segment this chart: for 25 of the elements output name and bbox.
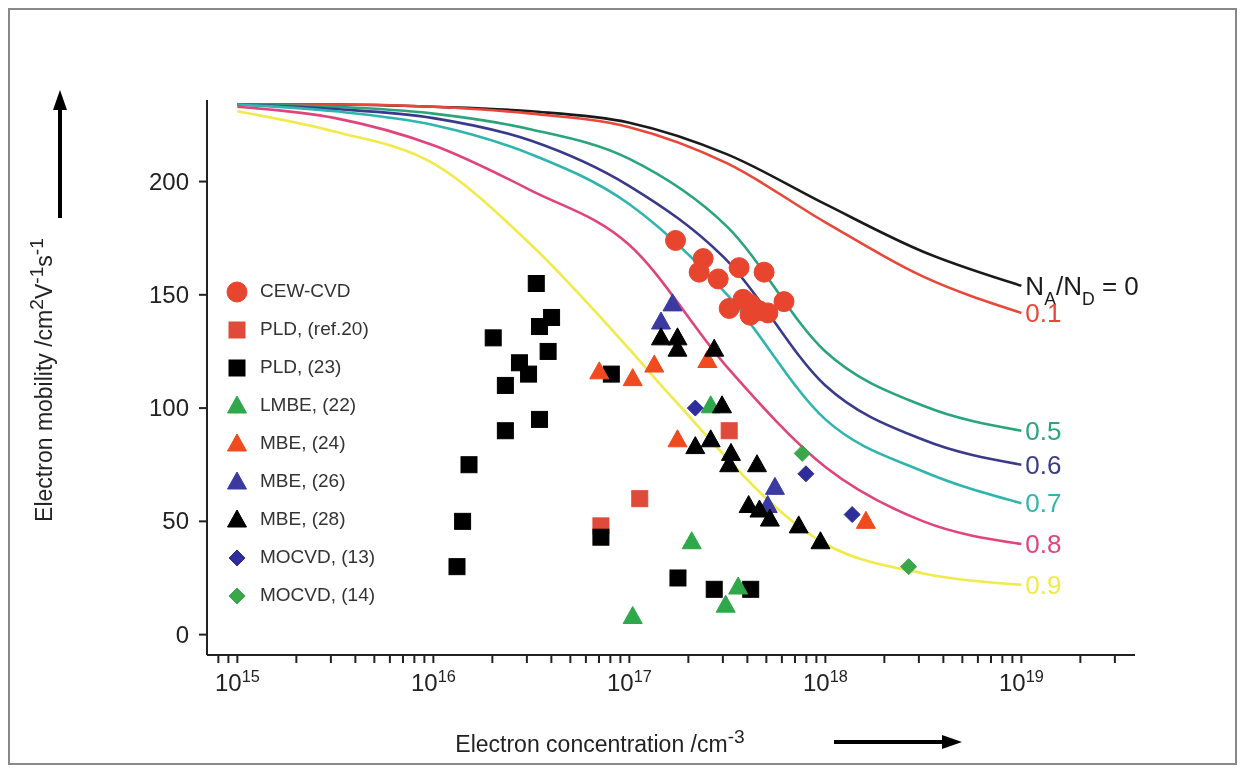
y-tick-label: 150 (148, 280, 189, 308)
x-tick-label: 10$^{16}$ (410, 667, 456, 696)
legend-label: LMBE, (22) (260, 394, 357, 416)
series-label: 0.8 (1025, 529, 1062, 559)
series-label: 0.7 (1025, 488, 1062, 519)
x-tick-label: 10$^{19}$ (998, 667, 1044, 696)
legend-label: MBE, (24) (260, 432, 346, 454)
x-tick-label: 10$^{17}$ (606, 667, 652, 696)
legend-label: CEW-CVD (260, 280, 351, 302)
legend-label: PLD, (ref.20) (260, 318, 369, 340)
legend-label: PLD, (23) (260, 356, 342, 378)
legend-label: MOCVD, (13) (260, 546, 376, 568)
series-label: 0.6 (1025, 449, 1062, 480)
y-tick-label: 200 (148, 167, 189, 195)
series-label: 0.9 (1025, 569, 1062, 600)
x-tick-label: 10$^{15}$ (214, 667, 260, 696)
x-axis-title: Electron concentration /cm$^{-3}$ (455, 726, 745, 758)
y-tick-label: 0 (175, 620, 189, 648)
y-tick-label: 50 (162, 507, 189, 535)
y-tick-label: 100 (148, 394, 189, 422)
legend-label: MBE, (28) (260, 508, 346, 530)
series-label: 0.5 (1025, 415, 1062, 446)
legend-label: MOCVD, (14) (260, 584, 376, 606)
legend-label: MBE, (26) (260, 470, 346, 492)
x-tick-label: 10$^{18}$ (802, 667, 848, 696)
